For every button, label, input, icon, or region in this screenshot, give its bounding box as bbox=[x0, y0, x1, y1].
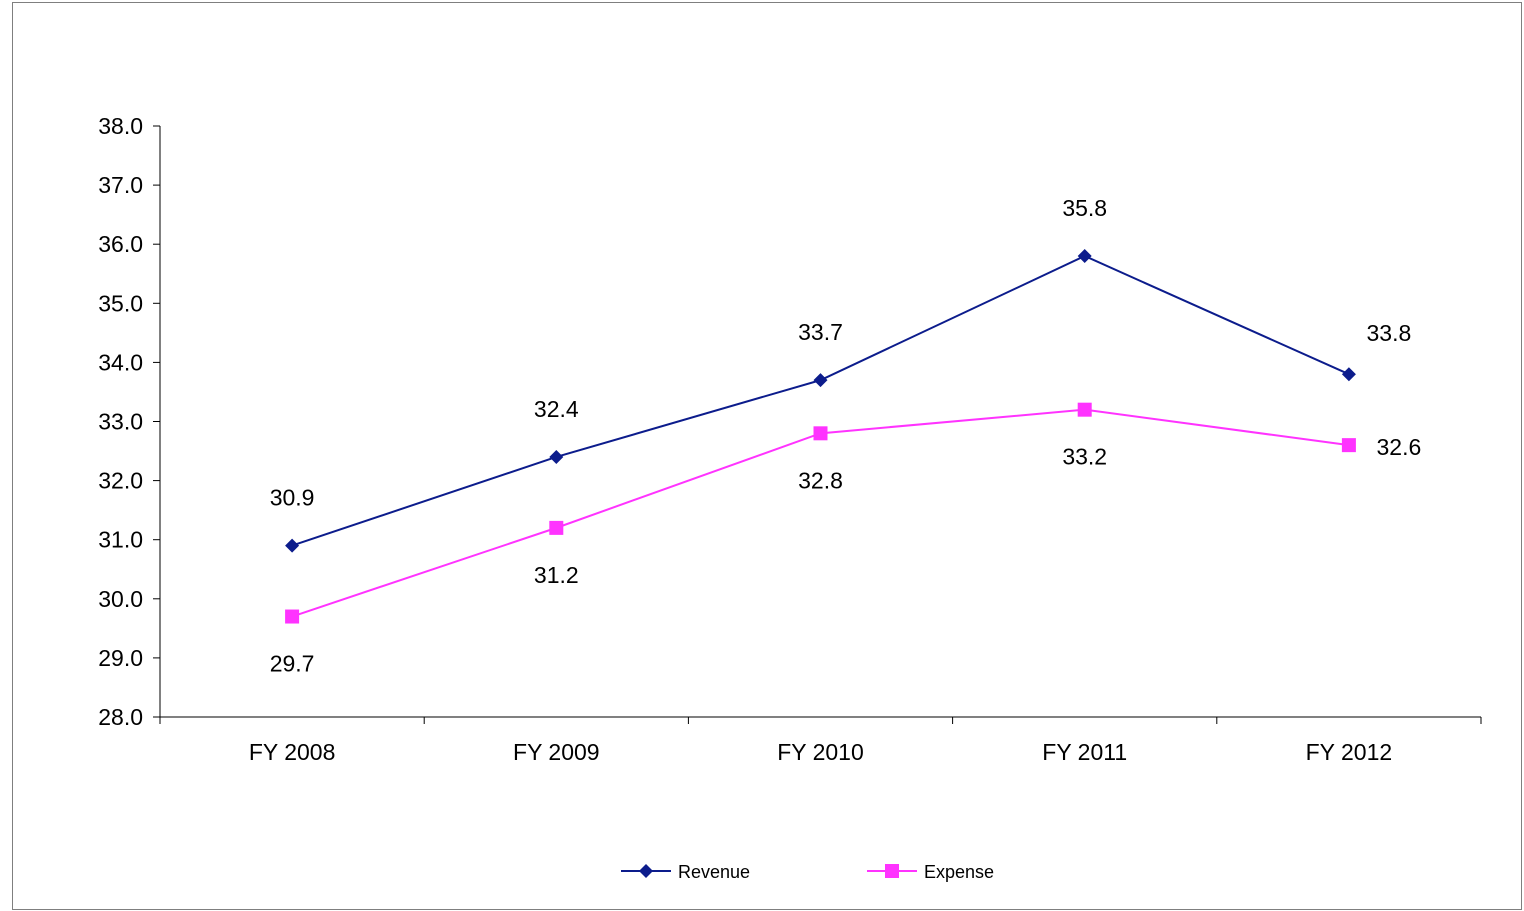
revenue-data-label: 32.4 bbox=[534, 396, 579, 422]
expense-point bbox=[549, 520, 564, 535]
expense-line bbox=[291, 408, 1350, 618]
revenue-legend-marker bbox=[639, 864, 653, 878]
revenue-point bbox=[813, 373, 828, 388]
y-tick-label: 37.0 bbox=[98, 172, 143, 198]
y-tick-label: 31.0 bbox=[98, 527, 143, 553]
chart-axes bbox=[159, 126, 1481, 718]
x-tick-label: FY 2010 bbox=[777, 739, 864, 765]
revenue-data-label: 33.8 bbox=[1367, 320, 1412, 346]
expense-point bbox=[285, 609, 300, 624]
x-tick-label: FY 2008 bbox=[249, 739, 336, 765]
expense-data-label: 33.2 bbox=[1062, 444, 1107, 470]
revenue-point bbox=[285, 538, 300, 553]
data-labels: 30.9 32.4 33.7 35.8 33.8 29.7 31.2 32.8 33.2 32.6 bbox=[270, 195, 1422, 677]
y-tick-label: 32.0 bbox=[98, 468, 143, 494]
y-tick-label: 36.0 bbox=[98, 231, 143, 257]
revenue-line bbox=[291, 254, 1350, 547]
expense-data-label: 32.8 bbox=[798, 467, 843, 493]
revenue-point bbox=[1077, 249, 1092, 264]
x-tick-label: FY 2009 bbox=[513, 739, 600, 765]
y-tick-label: 34.0 bbox=[98, 349, 143, 375]
expense-point bbox=[1077, 402, 1092, 417]
series-markers bbox=[285, 249, 1356, 624]
revenue-data-label: 35.8 bbox=[1062, 195, 1107, 221]
chart-frame bbox=[12, 2, 1522, 910]
x-tick-label: FY 2012 bbox=[1306, 739, 1393, 765]
y-tick-label: 33.0 bbox=[98, 409, 143, 435]
x-tick-label: FY 2011 bbox=[1042, 739, 1127, 765]
expense-data-label: 31.2 bbox=[534, 562, 579, 588]
expense-point bbox=[813, 426, 828, 441]
revenue-legend-label: Revenue bbox=[678, 862, 750, 882]
expense-legend-label: Expense bbox=[924, 862, 994, 882]
revenue-data-label: 33.7 bbox=[798, 319, 843, 345]
revenue-point bbox=[549, 449, 564, 464]
expense-legend-marker bbox=[885, 864, 899, 878]
expense-data-label: 32.6 bbox=[1377, 434, 1422, 460]
expense-point bbox=[1341, 438, 1356, 453]
y-tick-label: 38.0 bbox=[98, 113, 143, 139]
revenue-point bbox=[1341, 367, 1356, 382]
expense-data-label: 29.7 bbox=[270, 651, 315, 677]
x-axis-ticks: FY 2008 FY 2009 FY 2010 FY 2011 FY 2012 bbox=[159, 717, 1482, 765]
y-tick-label: 30.0 bbox=[98, 586, 143, 612]
y-tick-label: 29.0 bbox=[98, 645, 143, 671]
revenue-data-label: 30.9 bbox=[270, 485, 315, 511]
legend: Revenue Expense bbox=[621, 862, 994, 882]
y-axis-ticks: 28.0 29.0 30.0 31.0 32.0 33.0 34.0 35.0 36.0 37.0… bbox=[98, 113, 160, 730]
y-tick-label: 28.0 bbox=[98, 704, 143, 730]
y-tick-label: 35.0 bbox=[98, 290, 143, 316]
